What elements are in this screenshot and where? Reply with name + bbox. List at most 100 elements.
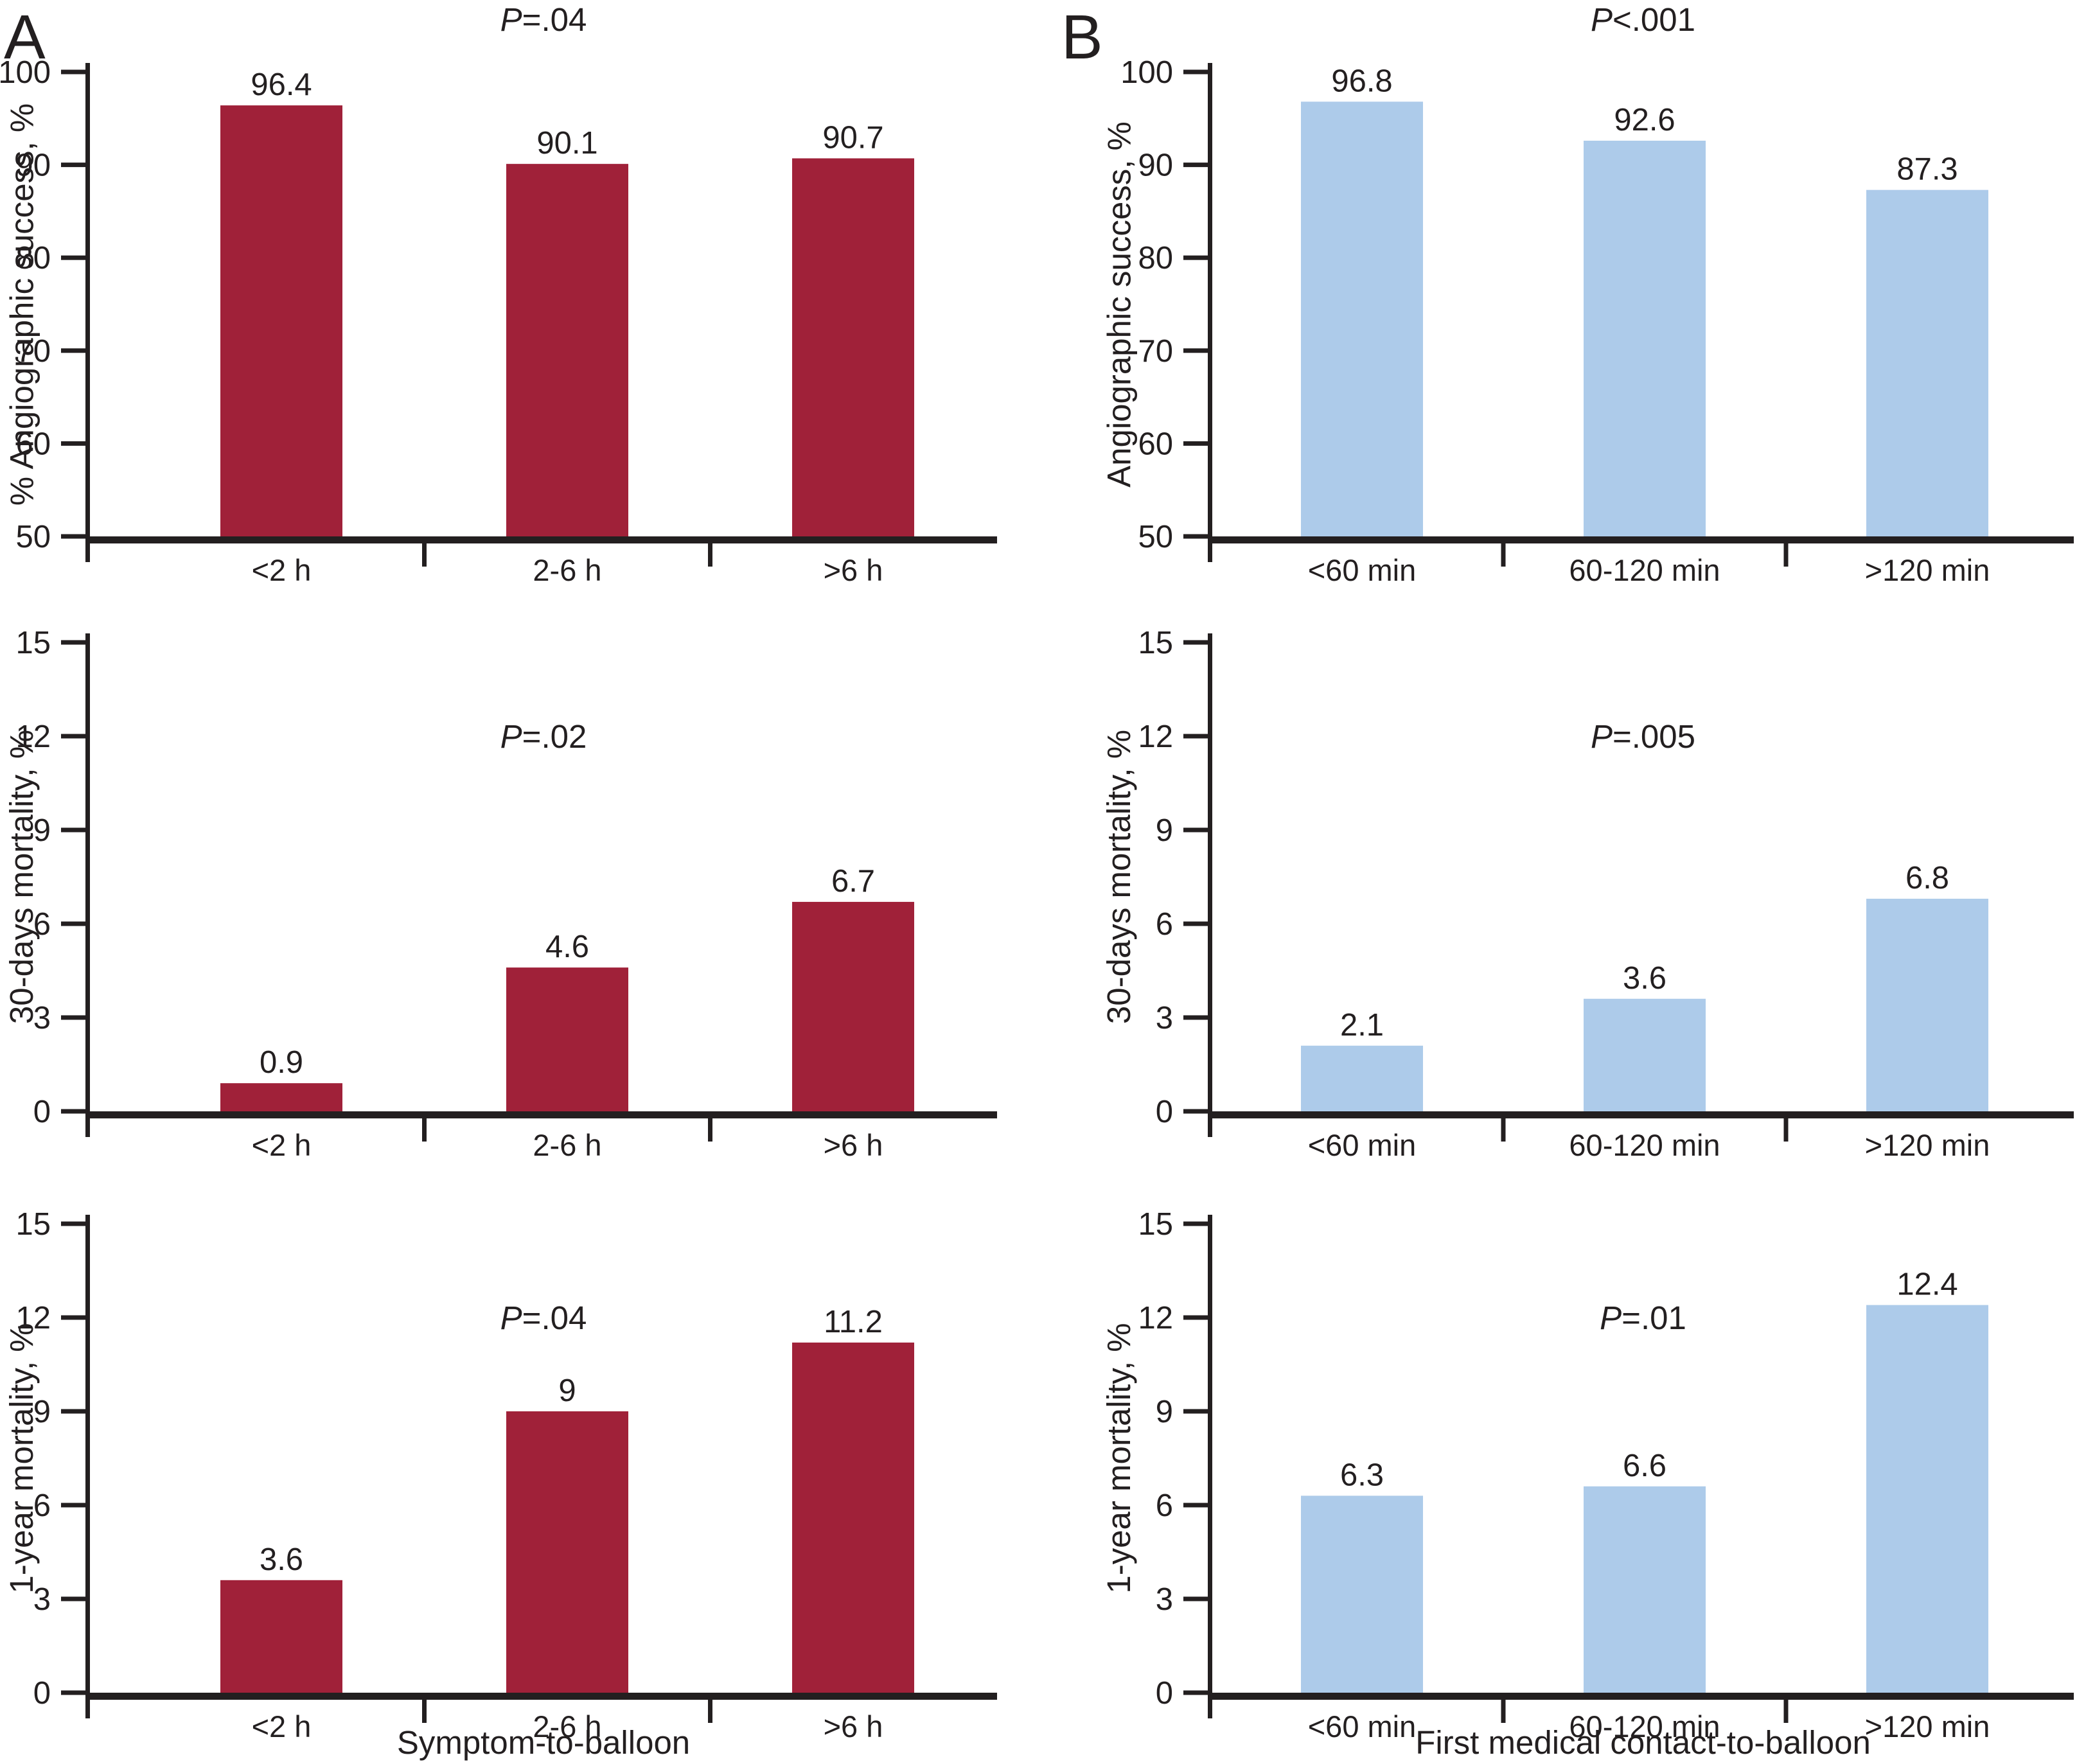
y-tick xyxy=(1183,1221,1208,1226)
y-tick-label: 3 xyxy=(33,1001,51,1036)
x-divider-tick xyxy=(1783,543,1789,567)
x-divider-tick xyxy=(708,1700,712,1723)
y-tick xyxy=(61,1315,85,1320)
y-tick-label: 6 xyxy=(33,1488,51,1523)
y-tick xyxy=(1183,1109,1208,1114)
bar-value-label: 90.7 xyxy=(822,120,883,155)
y-tick-label: 90 xyxy=(1138,148,1173,183)
bar xyxy=(1866,899,1988,1111)
x-divider-tick xyxy=(1501,543,1506,567)
y-tick xyxy=(1183,1503,1208,1508)
y-tick xyxy=(61,534,85,539)
category-label: <2 h xyxy=(252,1128,312,1162)
category-label: >6 h xyxy=(824,1128,883,1162)
category-label: 2-6 h xyxy=(533,1709,601,1743)
category-label: >120 min xyxy=(1865,1709,1990,1743)
y-tick-label: 12 xyxy=(1138,719,1173,754)
y-tick-label: 100 xyxy=(0,55,51,90)
category-label: >6 h xyxy=(824,1709,883,1743)
y-tick-label: 9 xyxy=(1156,813,1173,848)
panel-label-b: B xyxy=(1061,2,1103,72)
category-label: >6 h xyxy=(824,553,883,587)
p-symbol: P xyxy=(1590,718,1613,755)
y-tick xyxy=(61,827,85,833)
p-value-text: =.04 xyxy=(522,1300,587,1336)
x-axis xyxy=(85,1693,997,1700)
y-tick xyxy=(61,1109,85,1114)
y-tick xyxy=(1183,1015,1208,1020)
chart-B-row1: 2.1 <60 min 3.6 60-120 min 6.8 >120 min 0 3 6 9 12… xyxy=(1138,626,2074,1162)
x-divider-tick xyxy=(1783,1700,1789,1723)
y-axis xyxy=(85,63,90,562)
y-tick xyxy=(61,921,85,926)
y-tick xyxy=(61,1690,85,1695)
bar-value-label: 11.2 xyxy=(824,1305,883,1339)
y-tick-label: 12 xyxy=(15,719,51,754)
category-label: 60-120 min xyxy=(1569,1709,1720,1743)
y-tick-label: 50 xyxy=(15,520,51,554)
p-symbol: P xyxy=(1590,1,1613,38)
y-tick xyxy=(1183,348,1208,353)
y-tick-label: 80 xyxy=(1138,241,1173,276)
category-label: 60-120 min xyxy=(1569,1128,1720,1162)
y-tick xyxy=(61,69,85,75)
bar-value-label: 96.8 xyxy=(1331,64,1392,98)
bar xyxy=(1584,1486,1706,1693)
y-tick xyxy=(61,163,85,168)
y-tick-label: 9 xyxy=(33,813,51,848)
chart-A-row2: 3.6 <2 h 9 2-6 h 11.2 >6 h 0 3 6 9 12 15 xyxy=(15,1207,997,1743)
x-divider-tick xyxy=(1501,1700,1506,1723)
category-label: <2 h xyxy=(252,553,312,587)
y-tick xyxy=(1183,69,1208,75)
category-label: 2-6 h xyxy=(533,553,601,587)
x-axis xyxy=(85,536,997,543)
y-tick xyxy=(61,640,85,645)
x-divider-tick xyxy=(708,543,712,567)
x-divider-tick xyxy=(422,543,427,567)
y-tick-label: 6 xyxy=(1156,1488,1173,1523)
p-symbol: P xyxy=(500,1300,522,1336)
y-tick xyxy=(1183,921,1208,926)
category-label: <2 h xyxy=(252,1709,312,1743)
y-axis xyxy=(85,1215,90,1718)
y-tick xyxy=(1183,1690,1208,1695)
bar-value-label: 0.9 xyxy=(260,1045,303,1080)
y-tick xyxy=(61,255,85,260)
y-axis xyxy=(1208,1215,1212,1718)
category-label: 60-120 min xyxy=(1569,553,1720,587)
y-tick-label: 90 xyxy=(15,148,51,183)
y-axis xyxy=(1208,63,1212,562)
x-divider-tick xyxy=(708,1118,712,1142)
p-value-b-top: P<.001 xyxy=(1483,1,1804,39)
y-tick-label: 70 xyxy=(1138,334,1173,369)
y-tick xyxy=(1183,1315,1208,1320)
bar-value-label: 9 xyxy=(558,1373,576,1408)
y-axis xyxy=(85,633,90,1137)
y-tick-label: 9 xyxy=(1156,1395,1173,1429)
y-tick xyxy=(1183,1596,1208,1601)
p-value-a-bottom: P=.04 xyxy=(383,1300,704,1337)
y-tick xyxy=(1183,163,1208,168)
y-tick xyxy=(1183,255,1208,260)
y-tick-label: 60 xyxy=(1138,427,1173,461)
x-divider-tick xyxy=(422,1700,427,1723)
x-divider-tick xyxy=(422,1118,427,1142)
bar xyxy=(220,1083,342,1111)
p-value-text: =.02 xyxy=(522,718,587,755)
chart-A-row0: 96.4 <2 h 90.1 2-6 h 90.7 >6 h 50 60 70 80 90 100 xyxy=(0,55,997,587)
x-axis xyxy=(1208,1693,2074,1700)
bar xyxy=(1301,101,1423,537)
y-tick-label: 0 xyxy=(1156,1095,1173,1129)
bar xyxy=(1301,1495,1423,1693)
bar xyxy=(792,1342,914,1693)
y-tick xyxy=(61,1409,85,1414)
y-tick-label: 50 xyxy=(1138,520,1173,554)
y-tick xyxy=(61,348,85,353)
x-axis xyxy=(85,1111,997,1118)
bar xyxy=(1301,1045,1423,1111)
bar-value-label: 6.3 xyxy=(1340,1458,1384,1492)
y-tick xyxy=(61,1596,85,1601)
y-tick xyxy=(61,1503,85,1508)
y-tick xyxy=(61,734,85,739)
